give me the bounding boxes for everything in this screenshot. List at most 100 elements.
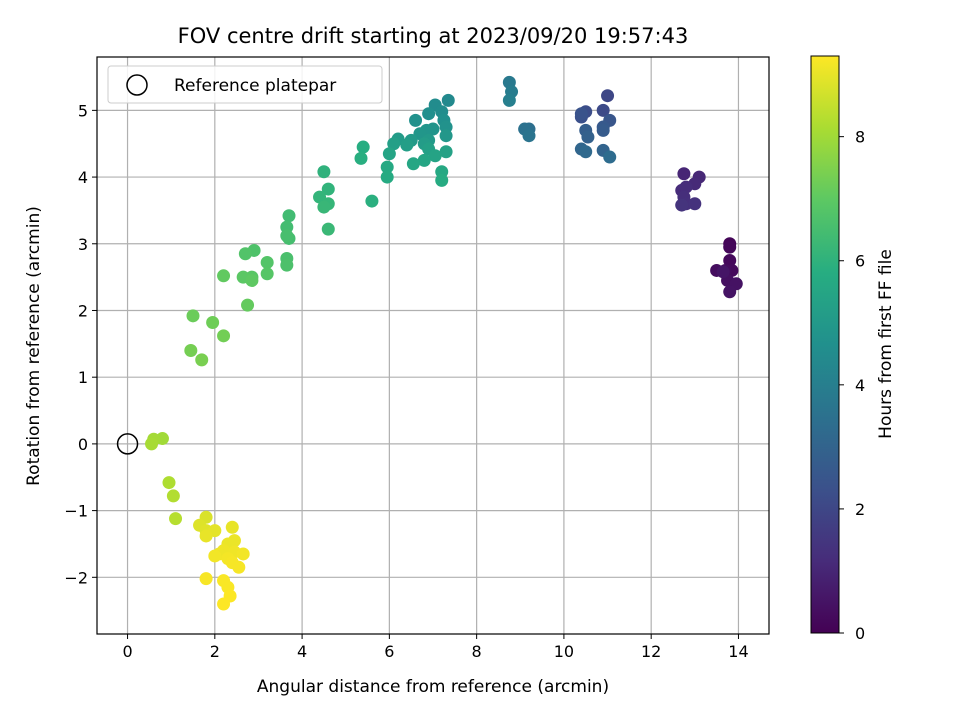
x-tick-label: 14 — [728, 642, 748, 661]
legend: Reference platepar — [107, 65, 383, 104]
scatter-point — [400, 138, 414, 152]
scatter-point — [321, 222, 335, 236]
scatter-point — [382, 147, 396, 161]
scatter-point — [435, 173, 449, 187]
scatter-points — [145, 75, 743, 611]
scatter-point — [441, 93, 455, 107]
scatter-point — [422, 107, 436, 121]
scatter-point — [217, 269, 231, 283]
legend-entry-label: Reference platepar — [174, 76, 336, 96]
y-tick-label: −1 — [64, 502, 88, 521]
scatter-point — [675, 198, 689, 212]
scatter-point — [282, 209, 296, 223]
scatter-point — [208, 549, 222, 563]
scatter-point — [169, 512, 183, 526]
y-axis-label: Rotation from reference (arcmin) — [24, 206, 44, 486]
scatter-point — [317, 165, 331, 179]
scatter-point — [199, 529, 213, 543]
scatter-point — [199, 572, 213, 586]
scatter-point — [217, 329, 231, 343]
scatter-point — [574, 107, 588, 121]
scatter-point — [186, 309, 200, 323]
scatter-point — [365, 194, 379, 208]
scatter-point — [195, 353, 209, 367]
legend-marker-open-circle — [126, 74, 148, 96]
scatter-point — [245, 273, 259, 287]
scatter-point — [409, 113, 423, 127]
scatter-point — [238, 247, 252, 261]
scatter-point — [439, 129, 453, 143]
y-axis-ticks: −2 −1 0 1 2 3 4 5 — [64, 101, 97, 587]
colorbar-label: Hours from first FF file — [876, 249, 896, 439]
scatter-point — [596, 103, 610, 117]
scatter-point — [723, 253, 737, 267]
reference-platepar-marker — [116, 433, 139, 455]
scatter-point — [579, 145, 593, 159]
x-tick-label: 4 — [297, 642, 307, 661]
scatter-point — [227, 534, 241, 548]
scatter-point — [260, 255, 274, 269]
y-tick-label: 3 — [78, 235, 88, 254]
scatter-point — [236, 547, 250, 561]
scatter-point — [417, 153, 431, 167]
y-tick-label: 2 — [78, 301, 88, 320]
x-tick-label: 8 — [472, 642, 482, 661]
scatter-point — [522, 129, 536, 143]
scatter-point — [502, 93, 516, 107]
y-tick-label: 4 — [78, 168, 88, 187]
scatter-point — [217, 597, 231, 611]
scatter-point — [677, 167, 691, 181]
scatter-point — [206, 315, 220, 329]
scatter-point — [166, 489, 180, 503]
scatter-point — [321, 182, 335, 196]
y-tick-label: 0 — [78, 435, 88, 454]
y-tick-label: 5 — [78, 101, 88, 120]
scatter-point — [241, 298, 255, 312]
scatter-point — [380, 160, 394, 174]
scatter-point — [601, 89, 615, 103]
scatter-point — [716, 265, 730, 279]
colorbar-tick-label: 2 — [855, 500, 865, 519]
scatter-point — [260, 267, 274, 281]
scatter-point — [428, 149, 442, 163]
chart-title: FOV centre drift starting at 2023/09/20 … — [178, 24, 689, 48]
scatter-point — [225, 520, 239, 534]
scatter-point — [581, 130, 595, 144]
x-tick-label: 10 — [554, 642, 574, 661]
plot-area-frame — [96, 56, 770, 635]
colorbar-tick-label: 6 — [855, 252, 865, 271]
x-tick-label: 6 — [384, 642, 394, 661]
grid-lines — [97, 57, 769, 634]
x-axis-ticks: 0 2 4 6 8 10 12 14 — [122, 634, 749, 661]
scatter-point — [596, 123, 610, 137]
scatter-point — [380, 170, 394, 184]
colorbar-tick-label: 4 — [855, 376, 865, 395]
scatter-point — [439, 145, 453, 159]
scatter-point — [356, 140, 370, 154]
colorbar — [810, 55, 840, 634]
scatter-point — [280, 229, 294, 243]
scatter-point — [145, 437, 159, 451]
x-tick-label: 12 — [641, 642, 661, 661]
x-axis-label: Angular distance from reference (arcmin) — [257, 677, 609, 697]
scatter-point — [688, 197, 702, 211]
x-tick-label: 2 — [210, 642, 220, 661]
legend-box — [107, 65, 383, 104]
colorbar-tick-label: 8 — [855, 128, 865, 147]
x-tick-label: 0 — [122, 642, 132, 661]
scatter-point — [387, 137, 401, 151]
y-tick-label: 1 — [78, 368, 88, 387]
scatter-point — [162, 476, 176, 490]
colorbar-tick-label: 0 — [855, 624, 865, 643]
scatter-point — [406, 157, 420, 171]
scatter-point — [723, 285, 737, 299]
scatter-point — [184, 344, 198, 358]
y-tick-label: −2 — [64, 568, 88, 587]
scatter-point — [280, 258, 294, 272]
scatter-point — [603, 150, 617, 164]
scatter-point — [317, 200, 331, 214]
colorbar-ticks: 0 2 4 6 8 — [839, 128, 865, 643]
scatter-point — [354, 151, 368, 165]
scatter-point — [723, 240, 737, 254]
